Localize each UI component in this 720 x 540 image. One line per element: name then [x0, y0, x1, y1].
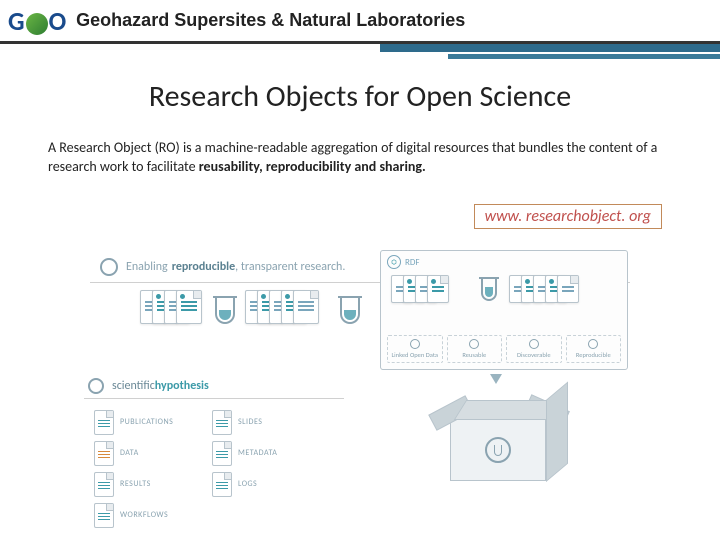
- document-stack: [509, 275, 579, 303]
- repro-tail: , transparent research.: [235, 260, 345, 274]
- header-accent-bars: [380, 44, 720, 62]
- beaker-icon: [481, 279, 497, 301]
- arrow-down-icon: [490, 374, 502, 384]
- logo-letter-g: G: [8, 5, 25, 37]
- package-badge-icon: [485, 437, 511, 463]
- document-stack: [391, 275, 449, 303]
- hypo-lead: scientific: [112, 379, 155, 393]
- rdf-icon: ⬡: [387, 255, 401, 269]
- grid-item-workflows: WORKFLOWS: [94, 501, 204, 529]
- geo-logo: G O: [8, 5, 66, 37]
- package-box: [450, 400, 556, 481]
- document-stack: [245, 290, 319, 324]
- tag-discoverable: Discoverable: [506, 335, 562, 363]
- slide-header: G O Geohazard Supersites & Natural Labor…: [0, 0, 720, 44]
- gear-icon: [100, 258, 118, 276]
- header-title: Geohazard Supersites & Natural Laborator…: [76, 10, 465, 31]
- grid-item-results: RESULTS: [94, 470, 204, 498]
- repro-bold: reproducible: [172, 260, 235, 274]
- document-stack: [140, 290, 202, 324]
- research-object-diagram: Enabling reproducible , transparent rese…: [80, 250, 640, 520]
- grid-item-metadata: METADATA: [212, 439, 322, 467]
- divider-line: [84, 398, 344, 399]
- rdf-text: RDF: [405, 257, 420, 268]
- hypo-bold: hypothesis: [155, 379, 209, 393]
- repro-lead: Enabling: [126, 260, 168, 274]
- tag-reusable: Reusable: [447, 335, 503, 363]
- slide-title: Research Objects for Open Science: [0, 78, 720, 115]
- beaker-icon: [215, 298, 235, 324]
- tag-row: Linked Open Data Reusable Discoverable R…: [387, 335, 621, 363]
- hypothesis-label: scientific hypothesis: [88, 378, 209, 394]
- beaker-icon: [340, 298, 360, 324]
- url-box: www. researchobject. org: [474, 204, 662, 229]
- body-bold: reusability, reproducibility and sharing…: [199, 158, 426, 175]
- repeat-icon: [588, 339, 598, 349]
- grid-item-publications: PUBLICATIONS: [94, 408, 204, 436]
- rdf-container: ⬡ RDF Linked Open Data Reusable Discover…: [380, 250, 628, 370]
- slide-body: A Research Object (RO) is a machine-read…: [48, 139, 672, 177]
- link-icon: [410, 339, 420, 349]
- reproducible-label: Enabling reproducible , transparent rese…: [100, 258, 345, 276]
- grid-item-slides: SLIDES: [212, 408, 322, 436]
- tag-linked-data: Linked Open Data: [387, 335, 443, 363]
- grid-item-logs: LOGS: [212, 470, 322, 498]
- globe-icon: [26, 13, 48, 35]
- artifact-grid: PUBLICATIONS SLIDES DATA METADATA RESULT…: [94, 408, 322, 529]
- search-icon: [529, 339, 539, 349]
- rdf-label-row: ⬡ RDF: [387, 255, 420, 269]
- tag-reproducible: Reproducible: [566, 335, 622, 363]
- logo-letter-o: O: [49, 5, 67, 37]
- gear-icon: [88, 378, 104, 394]
- recycle-icon: [469, 339, 479, 349]
- grid-item-data: DATA: [94, 439, 204, 467]
